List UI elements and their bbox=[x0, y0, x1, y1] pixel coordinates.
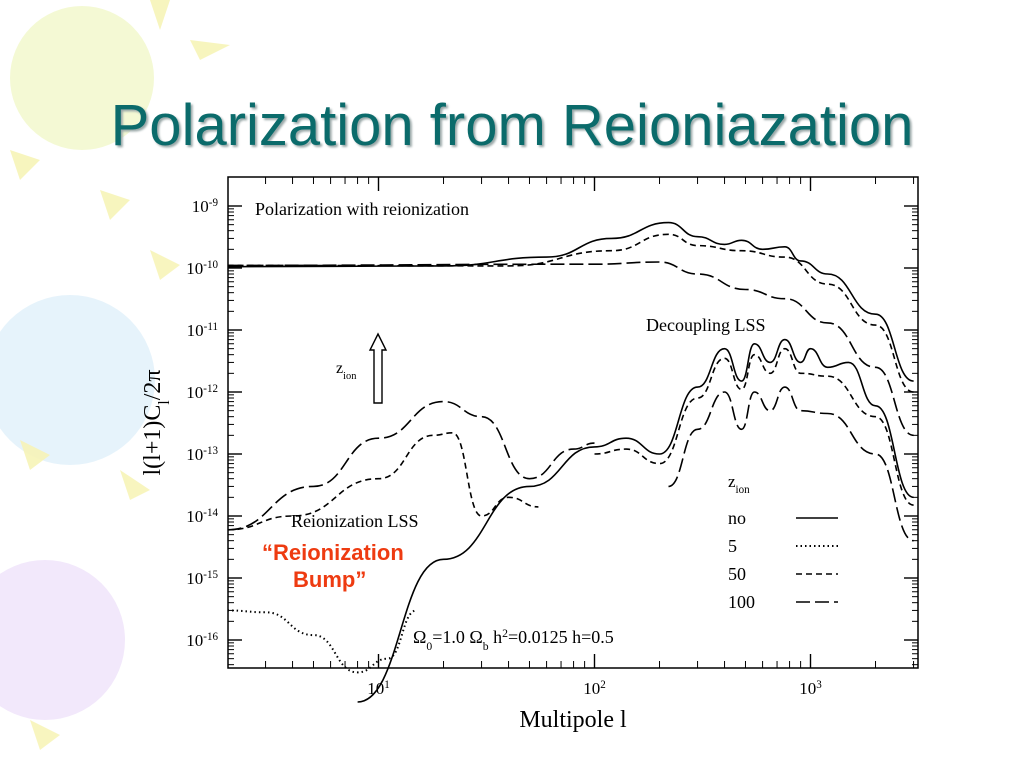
series-line-reionization_total-no bbox=[227, 221, 914, 382]
reionization-bump-label: “Reionization bbox=[262, 540, 404, 565]
legend-label: no bbox=[728, 508, 746, 528]
series-line-reionization_total-50 bbox=[227, 233, 914, 393]
legend-label: 50 bbox=[728, 564, 746, 584]
y-tick-label: 10-11 bbox=[187, 321, 218, 340]
legend-label: 100 bbox=[728, 592, 755, 612]
series-line-reionization_total-100 bbox=[227, 261, 914, 437]
decor-balloon-purple bbox=[0, 560, 125, 720]
legend-label: 5 bbox=[728, 536, 737, 556]
plot-frame bbox=[227, 176, 919, 669]
decor-balloon-yellow bbox=[10, 6, 154, 150]
x-tick-label: 103 bbox=[799, 679, 822, 698]
y-tick-label: 10-15 bbox=[186, 569, 218, 588]
y-tick-label: 10-12 bbox=[186, 383, 218, 402]
reionization-lss-label: Reionization LSS bbox=[291, 511, 419, 531]
x-tick-label: 101 bbox=[367, 679, 390, 698]
y-tick-label: 10-14 bbox=[186, 507, 218, 526]
y-axis-label: l(l+1)Cl/2π bbox=[140, 369, 173, 475]
legend-title: zion bbox=[728, 472, 750, 496]
y-tick-label: 10-16 bbox=[186, 631, 218, 650]
series-line-reionization_lss-100 bbox=[227, 400, 595, 531]
y-tick-label: 10-9 bbox=[192, 197, 219, 216]
x-axis-label: Multipole l bbox=[519, 707, 627, 733]
series-line-reionization_lss-50 bbox=[227, 431, 539, 531]
series-line-decoupling_lss-50 bbox=[594, 347, 914, 506]
zion-arrow-icon bbox=[368, 332, 388, 404]
series-line-decoupling_lss-no bbox=[357, 338, 914, 703]
decor-rays bbox=[10, 0, 230, 750]
y-tick-label: 10-10 bbox=[186, 259, 218, 278]
reionization-bump-label: Bump” bbox=[293, 567, 366, 592]
y-tick-label: 10-13 bbox=[186, 445, 218, 464]
x-tick-label: 102 bbox=[583, 679, 606, 698]
params-label: Ω0=1.0 Ωb h2=0.0125 h=0.5 bbox=[413, 627, 614, 653]
series-line-decoupling_lss-100 bbox=[668, 386, 914, 542]
decor-balloon-blue bbox=[0, 295, 155, 465]
slide-title: Polarization from Reioniazation bbox=[110, 93, 914, 158]
zion-arrow-label: zion bbox=[336, 360, 357, 382]
panel-title-label: Polarization with reionization bbox=[255, 199, 469, 219]
decoupling-lss-label: Decoupling LSS bbox=[646, 315, 766, 335]
